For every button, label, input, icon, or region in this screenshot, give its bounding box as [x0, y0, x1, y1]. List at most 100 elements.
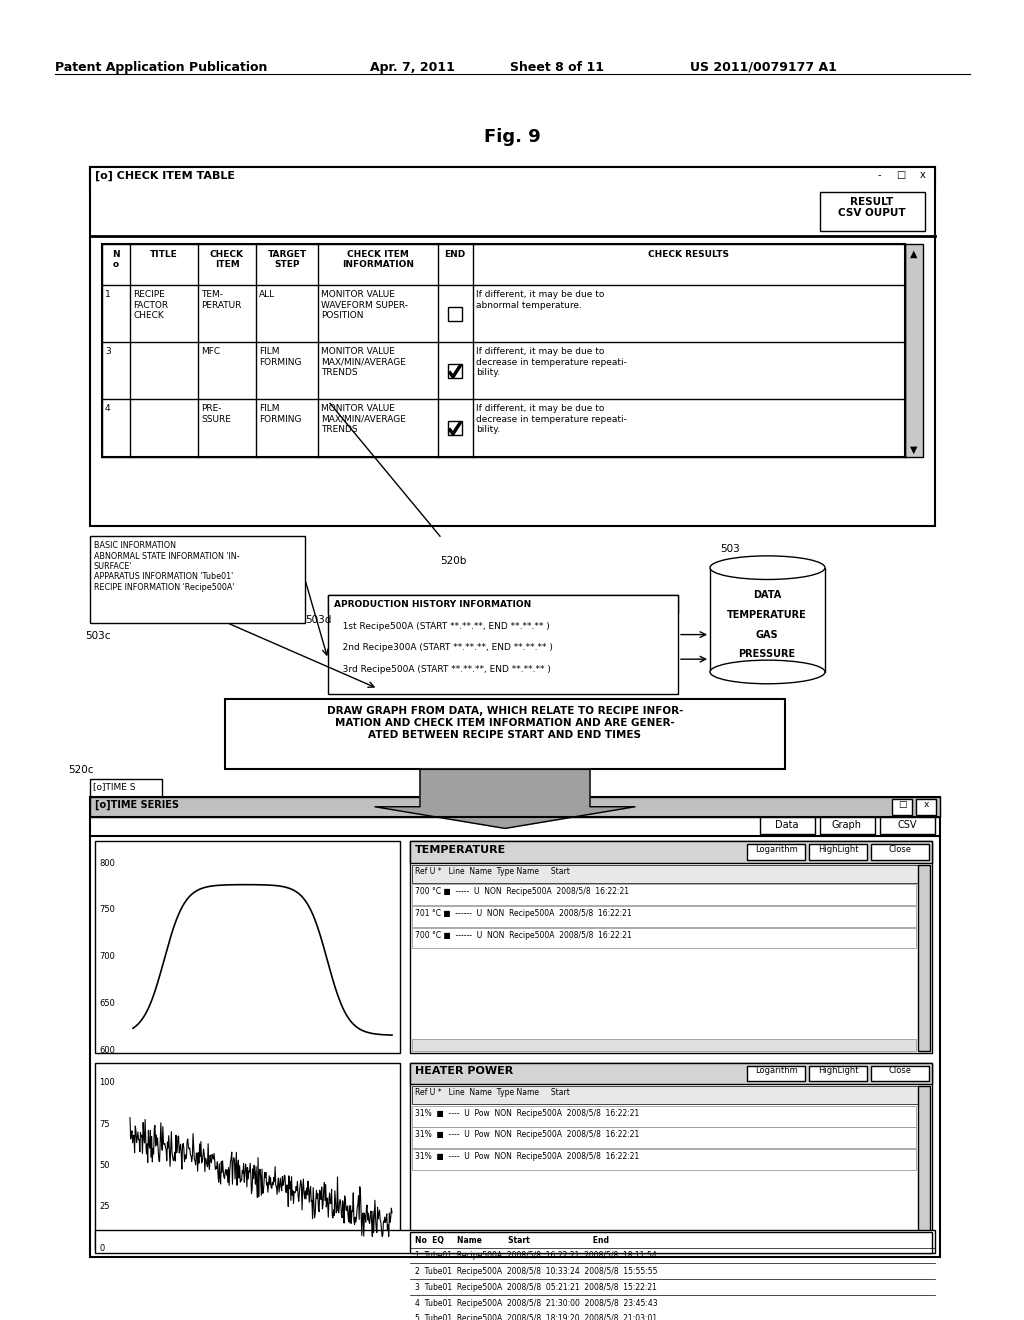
Text: If different, it may be due to
decrease in temperature repeati-
bility.: If different, it may be due to decrease …	[476, 404, 627, 434]
Bar	[412, 1039, 916, 1051]
Text: [o] CHECK ITEM TABLE: [o] CHECK ITEM TABLE	[95, 172, 234, 181]
Bar	[746, 845, 805, 859]
Text: RESULT
CSV OUPUT: RESULT CSV OUPUT	[839, 197, 906, 218]
Text: 520b: 520b	[440, 556, 466, 566]
Bar	[90, 168, 935, 527]
Text: 750: 750	[99, 906, 115, 915]
Text: 50: 50	[99, 1162, 110, 1170]
Text: Sheet 8 of 11: Sheet 8 of 11	[510, 61, 604, 74]
Bar	[820, 191, 925, 231]
Text: ▲: ▲	[910, 249, 918, 259]
Bar	[760, 817, 815, 834]
Bar	[412, 1127, 916, 1148]
Text: MFC: MFC	[201, 347, 220, 356]
Text: 503d: 503d	[305, 615, 332, 624]
Bar	[746, 1065, 805, 1081]
Bar	[869, 169, 889, 187]
Bar	[412, 884, 916, 906]
Text: 503c: 503c	[85, 631, 111, 640]
Bar	[412, 1086, 930, 1104]
Text: If different, it may be due to
decrease in temperature repeati-
bility.: If different, it may be due to decrease …	[476, 347, 627, 378]
Text: □: □	[898, 800, 906, 809]
Text: Logarithm: Logarithm	[755, 1067, 798, 1076]
Text: 25: 25	[99, 1203, 110, 1212]
Text: 520c: 520c	[68, 766, 93, 775]
Bar	[412, 928, 916, 949]
Bar	[918, 1086, 930, 1247]
Text: 1st Recipe500A (START **.**.**, END **.**.** ): 1st Recipe500A (START **.**.**, END **.*…	[334, 622, 550, 631]
Bar	[328, 595, 678, 612]
Text: 503: 503	[720, 544, 739, 554]
Text: 600: 600	[99, 1045, 115, 1055]
Polygon shape	[375, 770, 635, 829]
Text: TEMPERATURE: TEMPERATURE	[727, 610, 807, 620]
Bar	[905, 244, 923, 457]
Bar	[90, 779, 162, 799]
Bar	[410, 1232, 932, 1254]
Text: Close: Close	[889, 1067, 911, 1076]
Bar	[410, 841, 932, 1053]
Text: -: -	[878, 170, 881, 181]
Bar	[916, 799, 936, 814]
Bar	[871, 1065, 929, 1081]
Text: Ref U *   Line  Name  Type Name     Start: Ref U * Line Name Type Name Start	[415, 867, 570, 875]
Text: Fig. 9: Fig. 9	[483, 128, 541, 147]
Text: 100: 100	[99, 1078, 115, 1088]
Text: 31%  ■  ----  U  Pow  NON  Recipe500A  2008/5/8  16:22:21: 31% ■ ---- U Pow NON Recipe500A 2008/5/8…	[415, 1152, 639, 1162]
Text: Data: Data	[775, 820, 799, 829]
Text: TEM-
PERATUR: TEM- PERATUR	[201, 290, 242, 310]
Text: HighLight: HighLight	[818, 1067, 858, 1076]
Text: TEMPERATURE: TEMPERATURE	[415, 845, 506, 855]
Text: CSV: CSV	[897, 820, 916, 829]
Text: 1  Tube01  Recipe500A  2008/5/8  16:22:21  2008/5/8  18:11:54: 1 Tube01 Recipe500A 2008/5/8 16:22:21 20…	[415, 1251, 656, 1261]
Bar	[102, 244, 905, 457]
Bar	[95, 841, 400, 1053]
Text: Apr. 7, 2011: Apr. 7, 2011	[370, 61, 455, 74]
Bar	[913, 169, 933, 187]
Text: PRESSURE: PRESSURE	[738, 649, 796, 660]
Text: Close: Close	[889, 845, 911, 854]
Text: ALL: ALL	[259, 290, 275, 300]
Bar	[892, 799, 912, 814]
Text: US 2011/0079177 A1: US 2011/0079177 A1	[690, 61, 837, 74]
Bar	[90, 797, 940, 1258]
Text: 701 °C ■  ------  U  NON  Recipe500A  2008/5/8  16:22:21: 701 °C ■ ------ U NON Recipe500A 2008/5/…	[415, 909, 632, 919]
Bar	[410, 841, 932, 863]
Bar	[410, 1063, 932, 1250]
Text: 31%  ■  ----  U  Pow  NON  Recipe500A  2008/5/8  16:22:21: 31% ■ ---- U Pow NON Recipe500A 2008/5/8…	[415, 1130, 639, 1139]
Text: CHECK RESULTS: CHECK RESULTS	[648, 249, 729, 259]
Bar	[412, 1150, 916, 1170]
Text: 700 °C ■  ------  U  NON  Recipe500A  2008/5/8  16:22:21: 700 °C ■ ------ U NON Recipe500A 2008/5/…	[415, 931, 632, 940]
Text: If different, it may be due to
abnormal temperature.: If different, it may be due to abnormal …	[476, 290, 604, 310]
Bar	[225, 698, 785, 770]
Text: 4: 4	[105, 404, 111, 413]
Bar	[95, 1230, 935, 1254]
Bar	[449, 364, 462, 378]
Bar	[880, 817, 935, 834]
Text: 2  Tube01  Recipe500A  2008/5/8  10:33:24  2008/5/8  15:55:55: 2 Tube01 Recipe500A 2008/5/8 10:33:24 20…	[415, 1267, 657, 1276]
Ellipse shape	[710, 660, 825, 684]
Text: TARGET
STEP: TARGET STEP	[267, 249, 306, 269]
Text: x: x	[924, 800, 929, 809]
Bar	[412, 1236, 916, 1247]
Text: 31%  ■  ----  U  Pow  NON  Recipe500A  2008/5/8  16:22:21: 31% ■ ---- U Pow NON Recipe500A 2008/5/8…	[415, 1109, 639, 1118]
Text: MONITOR VALUE
MAX/MIN/AVERAGE
TRENDS: MONITOR VALUE MAX/MIN/AVERAGE TRENDS	[321, 347, 406, 378]
Text: 3: 3	[105, 347, 111, 356]
Text: 2nd Recipe300A (START **.**.**, END **.**.** ): 2nd Recipe300A (START **.**.**, END **.*…	[334, 643, 553, 652]
Bar	[95, 1063, 400, 1250]
Text: 3  Tube01  Recipe500A  2008/5/8  05:21:21  2008/5/8  15:22:21: 3 Tube01 Recipe500A 2008/5/8 05:21:21 20…	[415, 1283, 656, 1292]
Bar	[820, 817, 874, 834]
Text: N
o: N o	[113, 249, 120, 269]
Ellipse shape	[710, 556, 825, 579]
Text: PRE-
SSURE: PRE- SSURE	[201, 404, 230, 424]
Text: No  EQ     Name          Start                        End: No EQ Name Start End	[415, 1236, 609, 1245]
Bar	[871, 845, 929, 859]
Text: 0: 0	[99, 1243, 104, 1253]
Text: CHECK ITEM
INFORMATION: CHECK ITEM INFORMATION	[342, 249, 414, 269]
Bar	[90, 797, 940, 817]
Bar	[449, 421, 462, 434]
Text: RECIPE
FACTOR
CHECK: RECIPE FACTOR CHECK	[133, 290, 168, 319]
Text: GAS: GAS	[756, 630, 778, 640]
Text: [o]TIME S: [o]TIME S	[93, 783, 135, 791]
Text: □: □	[896, 170, 905, 181]
